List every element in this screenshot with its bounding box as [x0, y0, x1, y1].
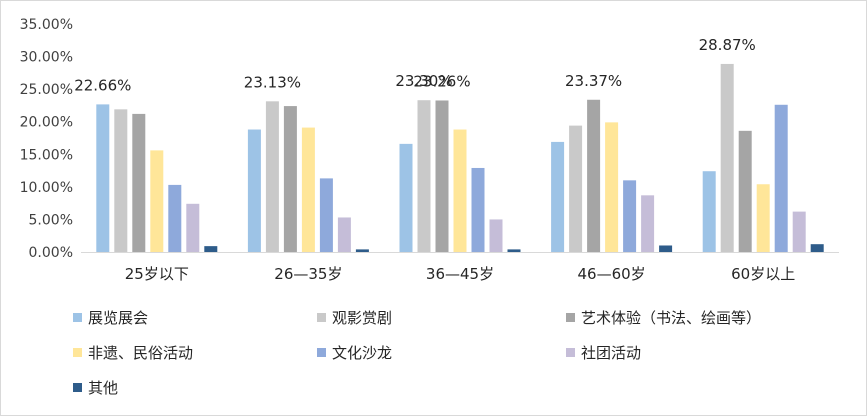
bar: [204, 246, 218, 252]
y-axis: 0.00% 5.00% 10.00% 15.00% 20.00% 25.00% 30.00%…: [20, 17, 73, 261]
bar: [168, 184, 182, 252]
legend-swatch: [73, 348, 82, 357]
x-tick-label: 26—35岁: [274, 265, 342, 283]
bar: [551, 141, 565, 252]
legend-swatch: [566, 348, 575, 357]
bar: [810, 244, 824, 252]
bar: [132, 113, 146, 252]
bar: [605, 122, 619, 252]
y-tick-label: 35.00%: [20, 17, 73, 33]
bar: [702, 171, 716, 252]
data-label: 23.37%: [565, 72, 622, 90]
y-tick-label: 25.00%: [20, 82, 73, 98]
bar: [186, 203, 200, 252]
y-tick-label: 10.00%: [20, 180, 73, 196]
bar: [569, 125, 583, 252]
bar: [435, 100, 449, 252]
bar: [641, 195, 655, 252]
bar: [489, 219, 503, 252]
data-label: 23.26%: [413, 72, 470, 90]
data-label: 23.13%: [244, 73, 301, 91]
y-tick-label: 30.00%: [20, 50, 73, 66]
x-tick-label: 25岁以下: [125, 265, 189, 283]
bar: [96, 104, 110, 252]
bar: [792, 211, 806, 252]
bar: [319, 178, 333, 252]
legend-swatch: [73, 383, 82, 392]
bars-group: [96, 63, 824, 253]
y-tick-label: 20.00%: [20, 115, 73, 131]
bar: [623, 180, 637, 252]
bar: [587, 99, 601, 253]
bar: [659, 245, 673, 252]
bar: [399, 143, 413, 252]
x-tick-label: 60岁以上: [731, 265, 795, 283]
y-tick-label: 15.00%: [20, 147, 73, 163]
legend-swatch: [317, 348, 326, 357]
legend-label: 其他: [88, 379, 118, 397]
bar: [337, 217, 351, 252]
legend-label: 艺术体验（书法、绘画等）: [581, 309, 761, 327]
bar: [774, 104, 788, 252]
bar: [453, 129, 467, 252]
legend-label: 社团活动: [581, 344, 641, 362]
y-tick-label: 5.00%: [29, 212, 73, 228]
bar: [265, 101, 279, 252]
bar: [355, 249, 369, 252]
bar: [507, 249, 521, 252]
x-tick-label: 46—60岁: [578, 265, 646, 283]
data-labels-group: 22.66% 23.13% 23.30%23.26% 23.37% 28.87%: [74, 36, 756, 94]
bar: [247, 129, 261, 252]
data-label: 22.66%: [74, 76, 131, 94]
data-label: 28.87%: [699, 36, 756, 54]
legend-label: 文化沙龙: [332, 344, 392, 362]
bar: [301, 127, 315, 252]
bar: [283, 106, 297, 252]
legend-swatch: [566, 313, 575, 322]
bar: [417, 100, 431, 253]
legend-swatch: [73, 313, 82, 322]
data-label: 23.30%: [395, 72, 452, 90]
bar: [471, 167, 485, 252]
x-tick-label: 36—45岁: [426, 265, 494, 283]
legend-swatch: [317, 313, 326, 322]
legend-label: 观影赏剧: [332, 309, 392, 327]
y-tick-label: 0.00%: [29, 245, 73, 261]
bar: [738, 130, 752, 252]
bar: [720, 63, 734, 252]
legend-label: 展览展会: [88, 309, 148, 327]
legend-label: 非遗、民俗活动: [88, 344, 193, 362]
bar: [756, 184, 770, 252]
bar: [150, 150, 164, 252]
bar: [114, 109, 128, 252]
x-axis: 25岁以下 26—35岁 36—45岁 46—60岁 60岁以上: [81, 252, 839, 283]
